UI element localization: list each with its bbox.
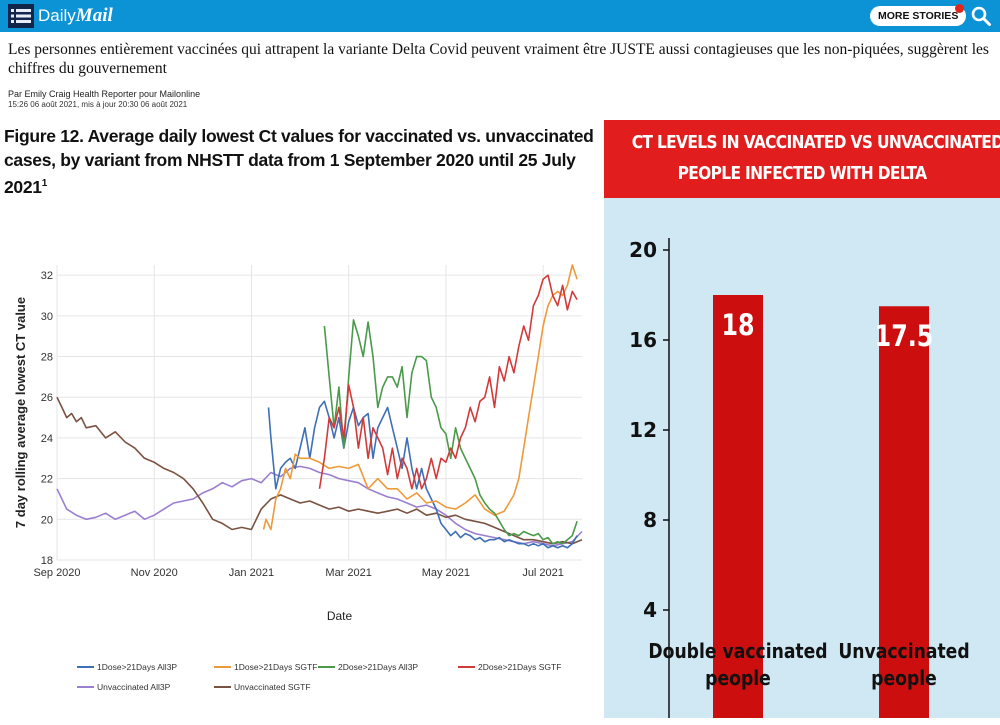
y-tick-label: 26	[41, 392, 53, 404]
y-tick-label: 30	[41, 311, 53, 323]
plot-area	[57, 265, 582, 560]
series-line-2dose-21days-all3p	[323, 319, 578, 545]
category-label: people	[705, 668, 771, 691]
legend-label: 2Dose>21Days All3P	[338, 662, 418, 672]
y-tick-label: 24	[41, 433, 53, 445]
figure-title: Figure 12. Average daily lowest Ct value…	[4, 124, 599, 199]
bar-chart-banner: CT LEVELS IN VACCINATED VS UNVACCINATED …	[604, 120, 1000, 198]
series-line-unvaccinated-sgtf	[56, 396, 583, 545]
x-tick-label: Mar 2021	[325, 567, 371, 579]
logo-text-mail: Mail	[75, 5, 113, 26]
y-tick-label: 4	[643, 598, 657, 622]
site-logo[interactable]: DailyMail	[38, 5, 113, 27]
legend-label: 1Dose>21Days SGTF	[234, 662, 317, 672]
banner-line-2: PEOPLE INFECTED WITH DELTA	[677, 163, 927, 184]
y-tick-label: 20	[629, 238, 657, 262]
y-tick-label: 20	[41, 514, 53, 526]
notification-dot	[955, 4, 964, 13]
y-tick-label: 28	[41, 352, 53, 364]
y-tick-label: 22	[41, 474, 53, 486]
figure-footnote-mark: 1	[41, 178, 48, 189]
x-axis-title: Date	[327, 609, 353, 623]
y-tick-label: 8	[643, 508, 657, 532]
bar-double-vaccinated	[713, 295, 763, 718]
legend-label: Unvaccinated All3P	[97, 682, 171, 692]
legend-label: Unvaccinated SGTF	[234, 682, 311, 692]
series-line-1dose-21days-all3p	[267, 400, 578, 549]
logo-text-daily: Daily	[38, 6, 76, 25]
category-label: Unvaccinated	[838, 641, 969, 664]
banner-line-1: CT LEVELS IN VACCINATED VS UNVACCINATED	[631, 132, 1000, 153]
y-tick-label: 32	[41, 270, 53, 282]
site-header: DailyMail MORE STORIES	[0, 0, 1000, 32]
bar-value-label: 17.5	[875, 320, 934, 354]
category-label: people	[871, 668, 937, 691]
hamburger-menu-icon	[8, 4, 34, 28]
article-dateline: 15:26 06 août 2021, mis à jour 20:30 06 …	[8, 100, 188, 109]
y-tick-label: 18	[41, 555, 53, 567]
menu-button[interactable]	[8, 4, 34, 28]
article-byline[interactable]: Par Emily Craig Health Reporter pour Mai…	[8, 89, 201, 99]
bar-chart: 4 8 12 16 20 18 Double vaccinated people 17.5 Unv…	[629, 238, 970, 718]
y-tick-label: 12	[629, 418, 657, 442]
x-tick-label: May 2021	[422, 567, 470, 579]
series-line-2dose-21days-sgtf	[318, 274, 578, 490]
x-tick-label: Sep 2020	[33, 567, 80, 579]
bar-value-label: 18	[721, 309, 754, 343]
y-axis-title: 7 day rolling average lowest CT value	[13, 297, 28, 528]
more-stories-button[interactable]: MORE STORIES	[870, 6, 967, 26]
bar-unvaccinated	[879, 306, 929, 718]
series-line-1dose-21days-sgtf	[262, 264, 578, 531]
x-tick-label: Jul 2021	[522, 567, 564, 579]
article-headline: Les personnes entièrement vaccinées qui …	[8, 41, 989, 77]
x-tick-label: Jan 2021	[229, 567, 274, 579]
category-label: Double vaccinated	[648, 641, 827, 664]
search-button[interactable]	[970, 5, 992, 27]
legend-label: 2Dose>21Days SGTF	[478, 662, 561, 672]
line-chart: 18 20 22 24 26 28 30 32 Sep 2020 Nov 2020 Jan 2021…	[13, 264, 583, 692]
bar-chart-panel: CT LEVELS IN VACCINATED VS UNVACCINATED …	[604, 120, 1000, 718]
search-icon	[971, 6, 991, 26]
y-tick-label: 16	[629, 328, 657, 352]
x-tick-label: Nov 2020	[131, 567, 178, 579]
legend-label: 1Dose>21Days All3P	[97, 662, 177, 672]
series-line-unvaccinated-all3p	[56, 465, 583, 547]
figure-title-text: Figure 12. Average daily lowest Ct value…	[4, 126, 594, 197]
